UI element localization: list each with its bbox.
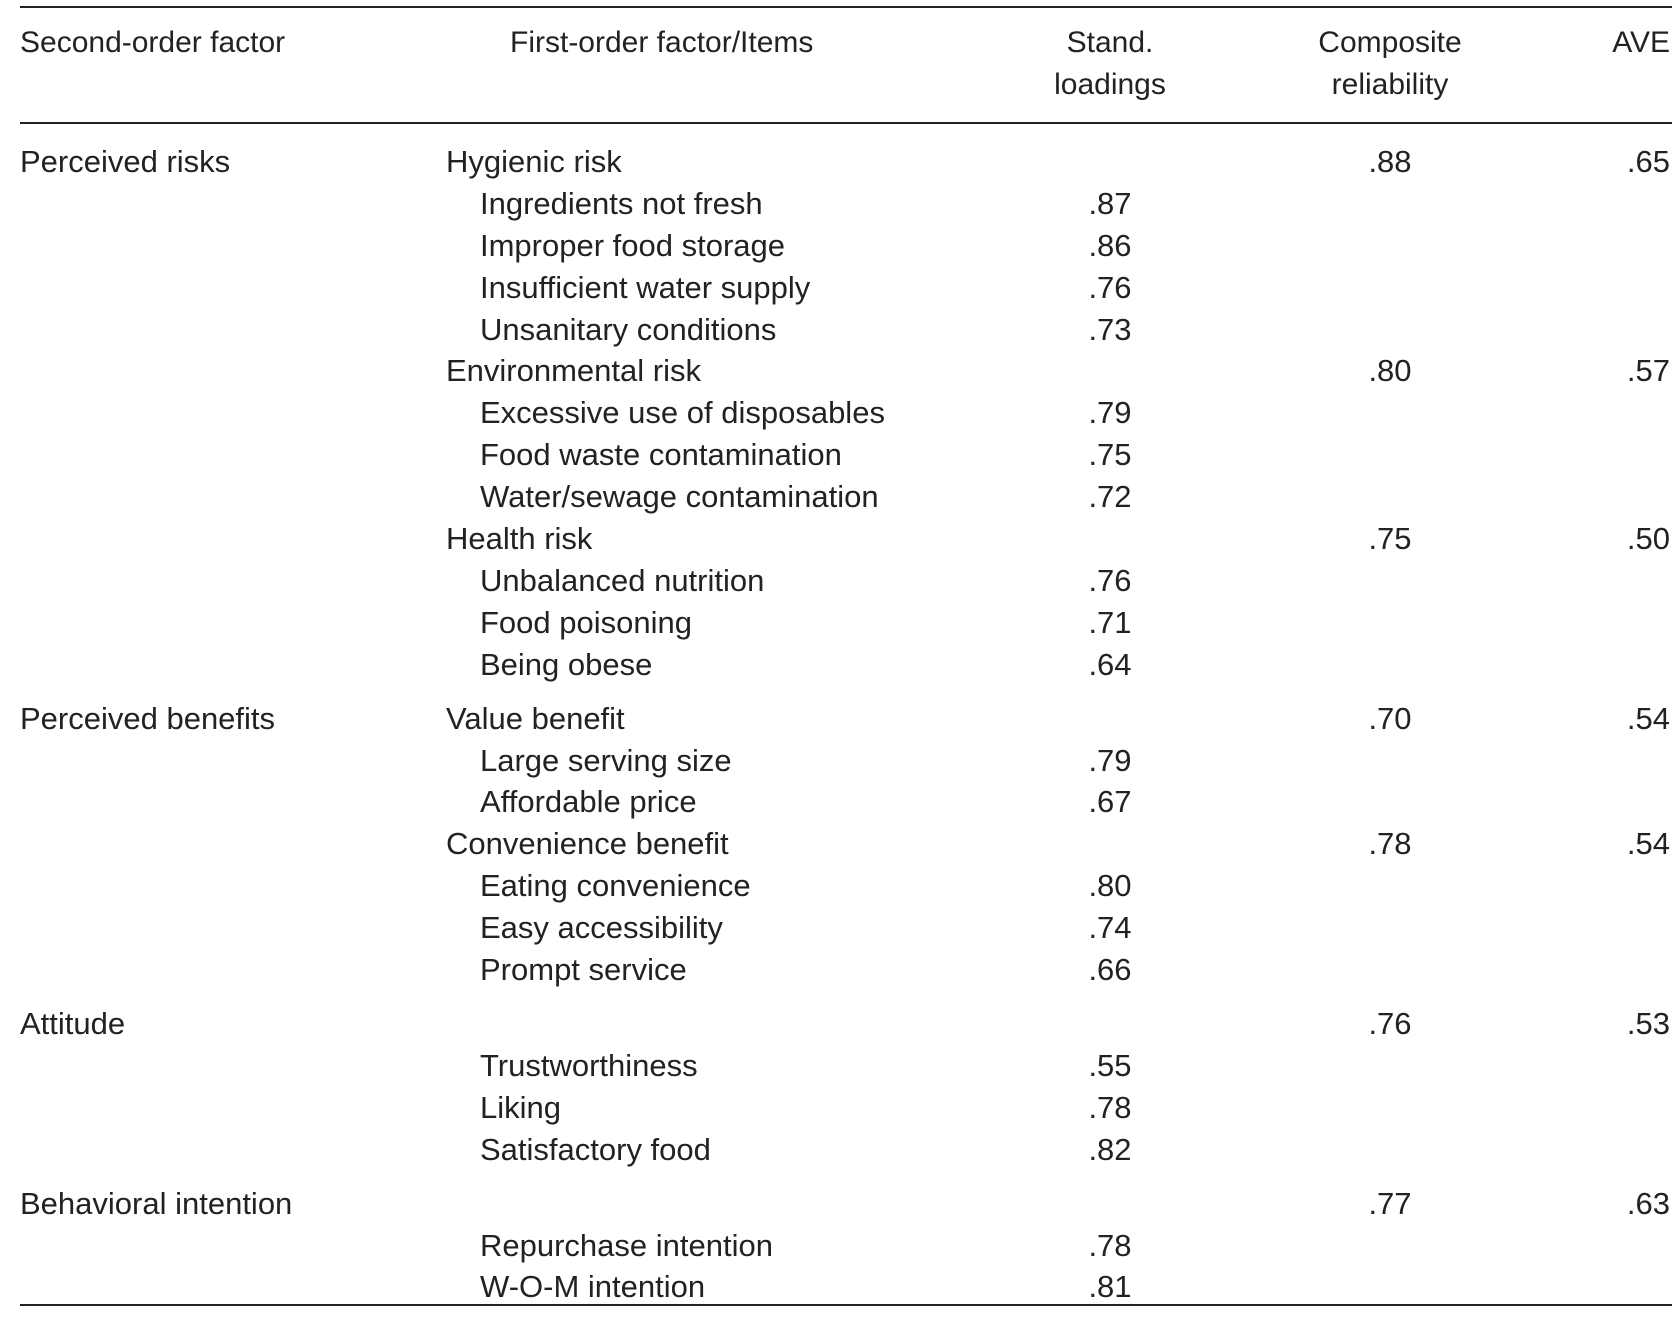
- first-order-factor-label: Environmental risk: [446, 353, 701, 388]
- item-label: Repurchase intention: [480, 1228, 773, 1263]
- item-label: Ingredients not fresh: [480, 186, 763, 221]
- standardized-loading-value: .75: [1088, 437, 1132, 472]
- standardized-loading-value: .87: [1088, 186, 1132, 221]
- item-label: Being obese: [480, 647, 653, 682]
- standardized-loading-value: .66: [1088, 952, 1132, 987]
- ave-value: .54: [1626, 826, 1670, 861]
- ave-value: .63: [1626, 1186, 1670, 1221]
- item-label: Satisfactory food: [480, 1132, 711, 1167]
- standardized-loading-value: .76: [1088, 563, 1132, 598]
- standardized-loading-value: .78: [1088, 1090, 1132, 1125]
- item-label: Prompt service: [480, 952, 687, 987]
- composite-reliability-value: .75: [1368, 521, 1412, 556]
- standardized-loading-value: .55: [1088, 1048, 1132, 1083]
- ave-value: .53: [1626, 1006, 1670, 1041]
- composite-reliability-value: .78: [1368, 826, 1412, 861]
- table-top-rule: [20, 6, 1672, 8]
- standardized-loading-value: .79: [1088, 395, 1132, 430]
- ave-value: .57: [1626, 353, 1670, 388]
- item-label: Unbalanced nutrition: [480, 563, 765, 598]
- item-label: Excessive use of disposables: [480, 395, 885, 430]
- item-label: Eating convenience: [480, 868, 751, 903]
- ave-value: .50: [1626, 521, 1670, 556]
- header-stand-loadings-line1: Stand.: [1066, 26, 1154, 59]
- standardized-loading-value: .73: [1088, 312, 1132, 347]
- standardized-loading-value: .86: [1088, 228, 1132, 263]
- first-order-factor-label: Value benefit: [446, 701, 625, 736]
- item-label: Trustworthiness: [480, 1048, 698, 1083]
- composite-reliability-value: .88: [1368, 144, 1412, 179]
- item-label: Food waste contamination: [480, 437, 842, 472]
- first-order-factor-label: Health risk: [446, 521, 593, 556]
- header-stand-loadings-line2: loadings: [1054, 68, 1166, 101]
- standardized-loading-value: .81: [1088, 1269, 1132, 1304]
- second-order-factor-label: Perceived benefits: [20, 701, 276, 736]
- standardized-loading-value: .67: [1088, 784, 1132, 819]
- first-order-factor-label: Convenience benefit: [446, 826, 729, 861]
- ave-value: .54: [1626, 701, 1670, 736]
- item-label: Large serving size: [480, 743, 732, 778]
- second-order-factor-label: Perceived risks: [20, 144, 231, 179]
- second-order-factor-label: Behavioral intention: [20, 1186, 293, 1221]
- item-label: W-O-M intention: [480, 1269, 706, 1304]
- item-label: Affordable price: [480, 784, 697, 819]
- composite-reliability-value: .80: [1368, 353, 1412, 388]
- header-second-order-factor: Second-order factor: [20, 26, 286, 59]
- standardized-loading-value: .71: [1088, 605, 1132, 640]
- item-label: Insufficient water supply: [480, 270, 811, 305]
- header-stand-loadings: Stand. loadings: [1010, 22, 1210, 106]
- item-label: Liking: [480, 1090, 561, 1125]
- table-header-rule: [20, 122, 1672, 124]
- standardized-loading-value: .79: [1088, 743, 1132, 778]
- header-composite-reliability-line2: reliability: [1331, 68, 1449, 101]
- item-label: Easy accessibility: [480, 910, 723, 945]
- standardized-loading-value: .78: [1088, 1228, 1132, 1263]
- composite-reliability-value: .70: [1368, 701, 1412, 736]
- second-order-factor-label: Attitude: [20, 1006, 126, 1041]
- header-ave: AVE: [1612, 26, 1670, 59]
- header-composite-reliability: Composite reliability: [1290, 22, 1490, 106]
- item-label: Water/sewage contamination: [480, 479, 879, 514]
- standardized-loading-value: .80: [1088, 868, 1132, 903]
- standardized-loading-value: .76: [1088, 270, 1132, 305]
- first-order-factor-label: Hygienic risk: [446, 144, 622, 179]
- header-composite-reliability-line1: Composite: [1318, 26, 1462, 59]
- item-label: Improper food storage: [480, 228, 786, 263]
- composite-reliability-value: .77: [1368, 1186, 1412, 1221]
- table-bottom-rule: [20, 1304, 1672, 1306]
- item-label: Unsanitary conditions: [480, 312, 777, 347]
- standardized-loading-value: .74: [1088, 910, 1132, 945]
- standardized-loading-value: .72: [1088, 479, 1132, 514]
- standardized-loading-value: .64: [1088, 647, 1132, 682]
- item-label: Food poisoning: [480, 605, 692, 640]
- ave-value: .65: [1626, 144, 1670, 179]
- standardized-loading-value: .82: [1088, 1132, 1132, 1167]
- header-first-order-factor: First-order factor/Items: [510, 26, 814, 59]
- composite-reliability-value: .76: [1368, 1006, 1412, 1041]
